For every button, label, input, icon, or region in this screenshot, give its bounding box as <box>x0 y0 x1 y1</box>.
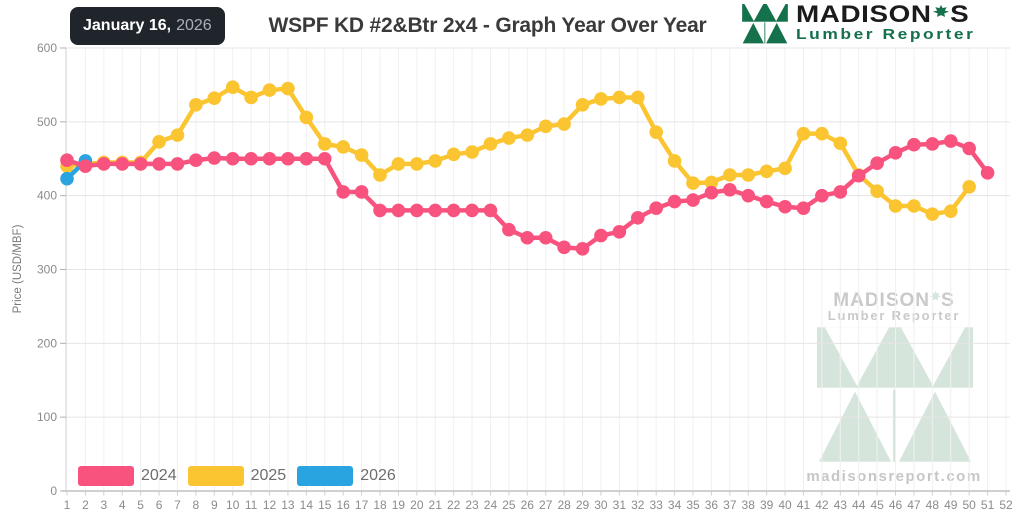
svg-text:500: 500 <box>37 115 57 129</box>
svg-text:42: 42 <box>815 498 829 512</box>
legend-swatch-2025 <box>187 466 244 486</box>
svg-text:22: 22 <box>447 498 461 512</box>
legend-item-2026[interactable]: 2026 <box>297 466 396 486</box>
svg-text:14: 14 <box>300 498 314 512</box>
svg-text:3: 3 <box>100 498 107 512</box>
svg-text:31: 31 <box>613 498 627 512</box>
legend-item-2024[interactable]: 2024 <box>78 466 177 486</box>
watermark-subtitle: Lumber Reporter <box>827 308 961 323</box>
svg-text:28: 28 <box>557 498 571 512</box>
svg-text:7: 7 <box>174 498 181 512</box>
svg-text:21: 21 <box>429 498 443 512</box>
svg-text:48: 48 <box>926 498 940 512</box>
svg-text:5: 5 <box>137 498 144 512</box>
svg-text:4: 4 <box>119 498 126 512</box>
svg-text:44: 44 <box>852 498 866 512</box>
watermark-site: madisonsreport.com <box>806 468 982 485</box>
svg-text:400: 400 <box>37 189 57 203</box>
svg-text:30: 30 <box>594 498 608 512</box>
legend-label: 2026 <box>360 467 396 484</box>
legend-label: 2024 <box>141 467 177 484</box>
logo-brand-text: MADISON S <box>796 1 970 28</box>
page-title: WSPF KD #2&Btr 2x4 - Graph Year Over Yea… <box>268 14 707 37</box>
svg-text:39: 39 <box>760 498 774 512</box>
svg-text:33: 33 <box>649 498 663 512</box>
svg-text:47: 47 <box>907 498 921 512</box>
watermark: MADISON S Lumber Reporter madisonsreport.… <box>800 290 995 495</box>
logo-wordmark: MADISON S Lumber Reporter <box>796 1 976 43</box>
svg-text:50: 50 <box>962 498 976 512</box>
header: January 16, 2026 WSPF KD #2&Btr 2x4 - Gr… <box>0 0 1024 48</box>
svg-text:0: 0 <box>50 484 57 498</box>
svg-text:52: 52 <box>999 498 1013 512</box>
svg-text:200: 200 <box>37 336 57 350</box>
logo-subtitle: Lumber Reporter <box>796 26 976 43</box>
legend-item-2025[interactable]: 2025 <box>187 466 287 486</box>
maple-leaf-icon <box>932 5 949 17</box>
svg-text:29: 29 <box>576 498 590 512</box>
svg-text:12: 12 <box>263 498 277 512</box>
legend-label: 2025 <box>250 467 287 484</box>
svg-text:32: 32 <box>631 498 645 512</box>
svg-text:36: 36 <box>705 498 719 512</box>
chart-legend: 2024 2025 2026 <box>78 466 396 486</box>
svg-text:46: 46 <box>889 498 903 512</box>
svg-text:41: 41 <box>797 498 811 512</box>
svg-text:45: 45 <box>870 498 884 512</box>
svg-text:2: 2 <box>82 498 89 512</box>
svg-text:43: 43 <box>834 498 848 512</box>
svg-text:10: 10 <box>226 498 240 512</box>
svg-text:26: 26 <box>521 498 535 512</box>
date-text: January 16, <box>83 17 172 34</box>
legend-swatch-2024 <box>78 466 134 486</box>
svg-text:6: 6 <box>156 498 163 512</box>
svg-text:1: 1 <box>64 498 71 512</box>
svg-text:13: 13 <box>281 498 295 512</box>
svg-text:40: 40 <box>778 498 792 512</box>
madisons-logo: MADISON S Lumber Reporter <box>742 3 973 44</box>
svg-text:27: 27 <box>539 498 553 512</box>
svg-text:300: 300 <box>37 263 57 277</box>
svg-text:20: 20 <box>410 498 424 512</box>
svg-text:11: 11 <box>245 498 258 512</box>
legend-swatch-2026 <box>297 466 354 486</box>
svg-text:25: 25 <box>502 498 516 512</box>
svg-text:600: 600 <box>37 41 57 55</box>
svg-text:35: 35 <box>686 498 700 512</box>
svg-text:37: 37 <box>723 498 737 512</box>
svg-text:34: 34 <box>668 498 682 512</box>
svg-text:9: 9 <box>211 498 218 512</box>
svg-text:51: 51 <box>981 498 995 512</box>
svg-text:17: 17 <box>355 498 369 512</box>
svg-text:23: 23 <box>465 498 479 512</box>
svg-text:8: 8 <box>193 498 200 512</box>
svg-text:49: 49 <box>944 498 958 512</box>
madisons-logo-watermark <box>817 327 973 462</box>
svg-text:100: 100 <box>37 410 57 424</box>
svg-text:24: 24 <box>484 498 498 512</box>
svg-text:19: 19 <box>392 498 406 512</box>
svg-text:Price (USD/MBF): Price (USD/MBF) <box>12 224 24 313</box>
date-year: 2026 <box>176 17 212 34</box>
madisons-logo-icon <box>742 4 788 44</box>
date-badge: January 16, 2026 <box>70 7 225 45</box>
svg-text:38: 38 <box>742 498 756 512</box>
svg-text:16: 16 <box>336 498 350 512</box>
svg-text:18: 18 <box>373 498 387 512</box>
svg-text:15: 15 <box>318 498 332 512</box>
